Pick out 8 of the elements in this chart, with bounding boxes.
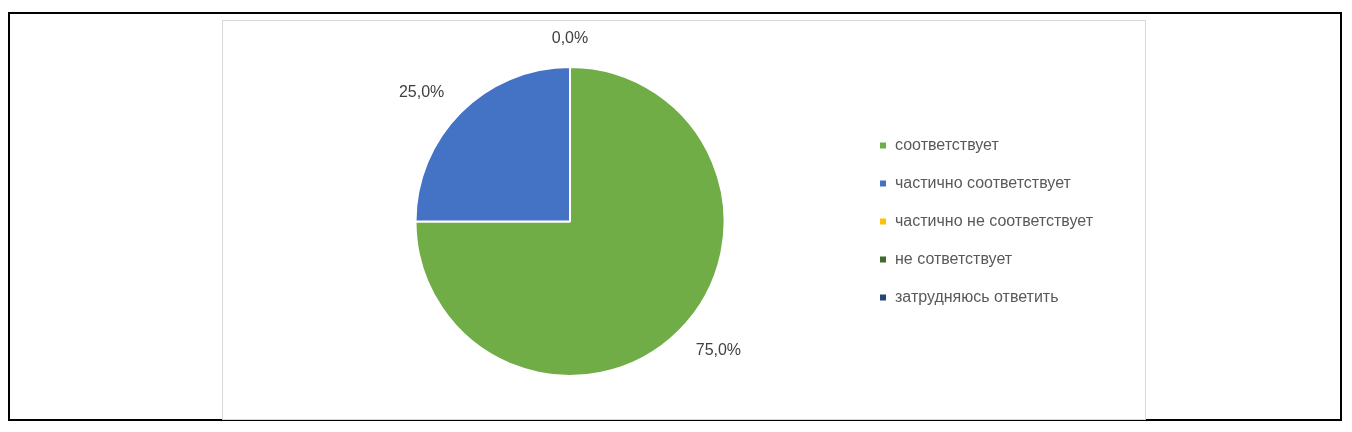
legend-label: соответствует: [895, 135, 1000, 153]
legend-label: затрудняюсь ответить: [895, 287, 1059, 305]
data-label: 25,0%: [398, 82, 445, 100]
text: 0,0%: [551, 29, 589, 47]
legend-label: не сответствует: [895, 249, 1013, 267]
data-label: 75,0%: [695, 340, 742, 358]
legend-label: частично соответствует: [895, 173, 1072, 191]
legend-label: частично не соответствует: [895, 211, 1094, 229]
